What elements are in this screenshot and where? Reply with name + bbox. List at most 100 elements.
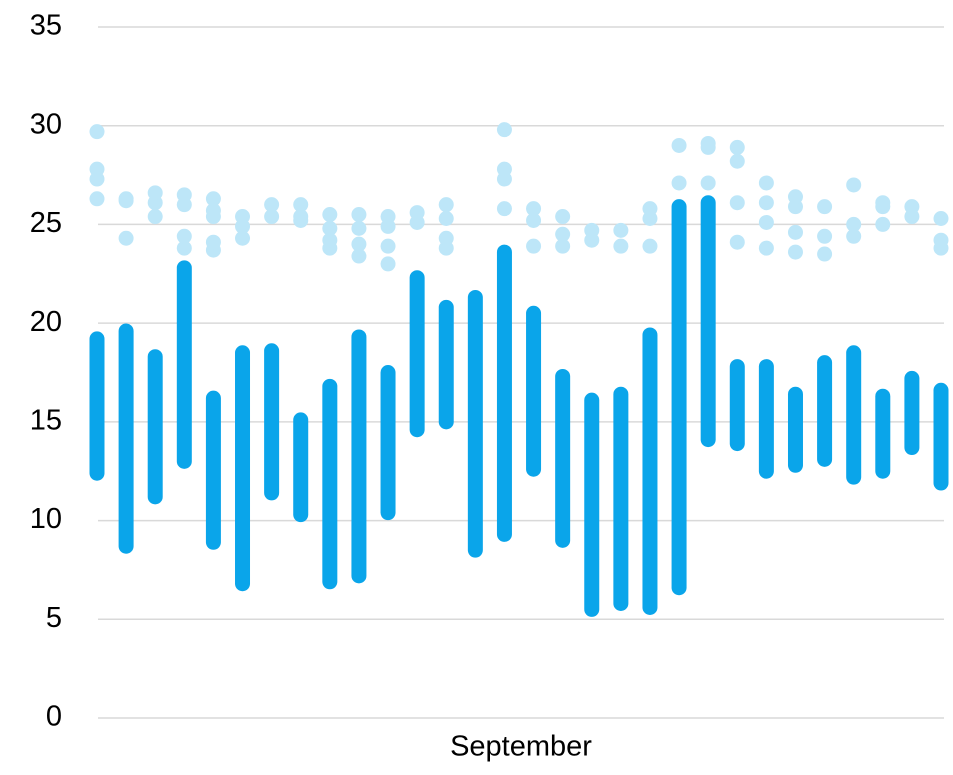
y-tick-label: 5 bbox=[46, 602, 62, 634]
range-strip bbox=[235, 345, 251, 592]
point bbox=[817, 199, 833, 215]
range-strip bbox=[700, 195, 716, 448]
range-strip bbox=[787, 386, 803, 473]
range-strip bbox=[409, 270, 425, 438]
point bbox=[322, 207, 338, 223]
point bbox=[933, 211, 949, 227]
range-strip bbox=[846, 345, 862, 485]
range-strip bbox=[293, 412, 309, 523]
point bbox=[729, 195, 745, 211]
point bbox=[613, 238, 629, 254]
point bbox=[438, 230, 454, 246]
point bbox=[351, 248, 367, 264]
y-tick-label: 10 bbox=[30, 503, 62, 535]
point bbox=[176, 187, 192, 203]
range-strip bbox=[613, 386, 629, 611]
point bbox=[787, 224, 803, 240]
point bbox=[758, 214, 774, 230]
point bbox=[526, 238, 542, 254]
point bbox=[729, 139, 745, 155]
range-strip bbox=[176, 260, 192, 469]
point bbox=[147, 209, 163, 225]
point bbox=[758, 195, 774, 211]
point bbox=[700, 135, 716, 151]
point bbox=[380, 209, 396, 225]
point bbox=[322, 220, 338, 236]
range-strip bbox=[205, 390, 221, 550]
point bbox=[555, 209, 571, 225]
point bbox=[322, 232, 338, 248]
range-strip bbox=[496, 244, 512, 542]
point bbox=[817, 228, 833, 244]
point bbox=[205, 203, 221, 219]
range-strip bbox=[933, 382, 949, 491]
point bbox=[729, 234, 745, 250]
range-strip bbox=[642, 327, 658, 615]
point bbox=[380, 256, 396, 272]
point bbox=[875, 216, 891, 232]
point bbox=[293, 197, 309, 213]
point bbox=[496, 161, 512, 177]
range-strip bbox=[147, 349, 163, 505]
point bbox=[846, 216, 862, 232]
y-tick-label: 0 bbox=[46, 701, 62, 733]
point bbox=[176, 228, 192, 244]
range-strip bbox=[264, 343, 280, 501]
point bbox=[758, 240, 774, 256]
range-strip bbox=[438, 299, 454, 430]
point bbox=[642, 201, 658, 217]
point bbox=[438, 197, 454, 213]
point bbox=[293, 209, 309, 225]
point bbox=[235, 209, 251, 225]
range-strip bbox=[380, 365, 396, 521]
point bbox=[671, 137, 687, 153]
point bbox=[758, 175, 774, 191]
point bbox=[205, 234, 221, 250]
point bbox=[555, 238, 571, 254]
range-strip bbox=[467, 289, 483, 558]
y-tick-label: 35 bbox=[30, 10, 62, 42]
point bbox=[846, 177, 862, 193]
point bbox=[613, 222, 629, 238]
y-tick-label: 25 bbox=[30, 207, 62, 239]
point bbox=[89, 191, 105, 207]
range-strip bbox=[671, 199, 687, 596]
point bbox=[409, 205, 425, 221]
point bbox=[264, 197, 280, 213]
range-strip bbox=[526, 305, 542, 477]
y-tick-label: 30 bbox=[30, 108, 62, 140]
point bbox=[118, 191, 134, 207]
point bbox=[264, 209, 280, 225]
point bbox=[787, 189, 803, 205]
point bbox=[671, 175, 687, 191]
x-tick-label: September bbox=[450, 731, 592, 763]
point bbox=[875, 195, 891, 211]
point bbox=[526, 201, 542, 217]
point bbox=[89, 161, 105, 177]
point bbox=[496, 201, 512, 217]
range-strip bbox=[875, 388, 891, 479]
point bbox=[817, 246, 833, 262]
point bbox=[205, 191, 221, 207]
point bbox=[496, 122, 512, 138]
point bbox=[351, 236, 367, 252]
point bbox=[584, 222, 600, 238]
point bbox=[700, 175, 716, 191]
range-strip bbox=[729, 359, 745, 452]
point bbox=[846, 228, 862, 244]
y-tick-label: 20 bbox=[30, 306, 62, 338]
point bbox=[89, 124, 105, 140]
range-strip bbox=[555, 368, 571, 548]
range-strip bbox=[351, 329, 367, 584]
point bbox=[380, 238, 396, 254]
range-strip bbox=[322, 378, 338, 590]
point bbox=[787, 244, 803, 260]
range-strip bbox=[584, 392, 600, 617]
point bbox=[351, 207, 367, 223]
point bbox=[176, 240, 192, 256]
point bbox=[438, 211, 454, 227]
point bbox=[933, 232, 949, 248]
range-strip bbox=[758, 359, 774, 479]
range-strip bbox=[904, 370, 920, 456]
